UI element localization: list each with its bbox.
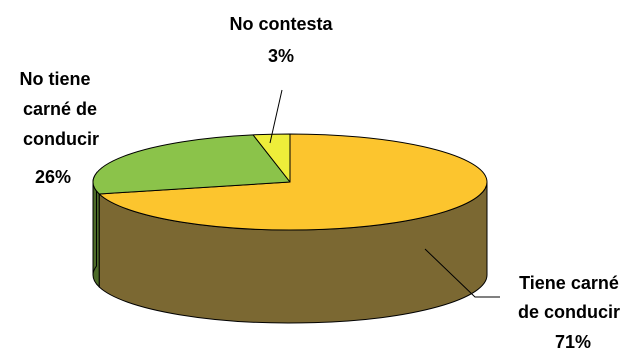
slice-label-tiene-carne-line2: de conducir bbox=[518, 302, 620, 322]
slice-label-no-tiene-line1: No tiene bbox=[19, 69, 90, 89]
slice-label-no-tiene-line3: conducir bbox=[23, 129, 99, 149]
leader-line-0 bbox=[424, 248, 500, 298]
slice-value-tiene-carne: 71% bbox=[555, 332, 591, 352]
slice-label-no-tiene-line2: carné de bbox=[23, 99, 97, 119]
slice-value-no-contesta: 3% bbox=[268, 46, 294, 66]
slice-label-tiene-carne-line1: Tiene carné bbox=[519, 273, 619, 293]
slice-label-no-contesta: No contesta bbox=[229, 14, 333, 34]
slice-value-no-tiene: 26% bbox=[35, 167, 71, 187]
leader-line-1 bbox=[269, 89, 283, 144]
pie-slice-0 bbox=[98, 133, 488, 231]
pie-slice-2 bbox=[252, 133, 291, 183]
pie-slice-1 bbox=[92, 134, 291, 195]
